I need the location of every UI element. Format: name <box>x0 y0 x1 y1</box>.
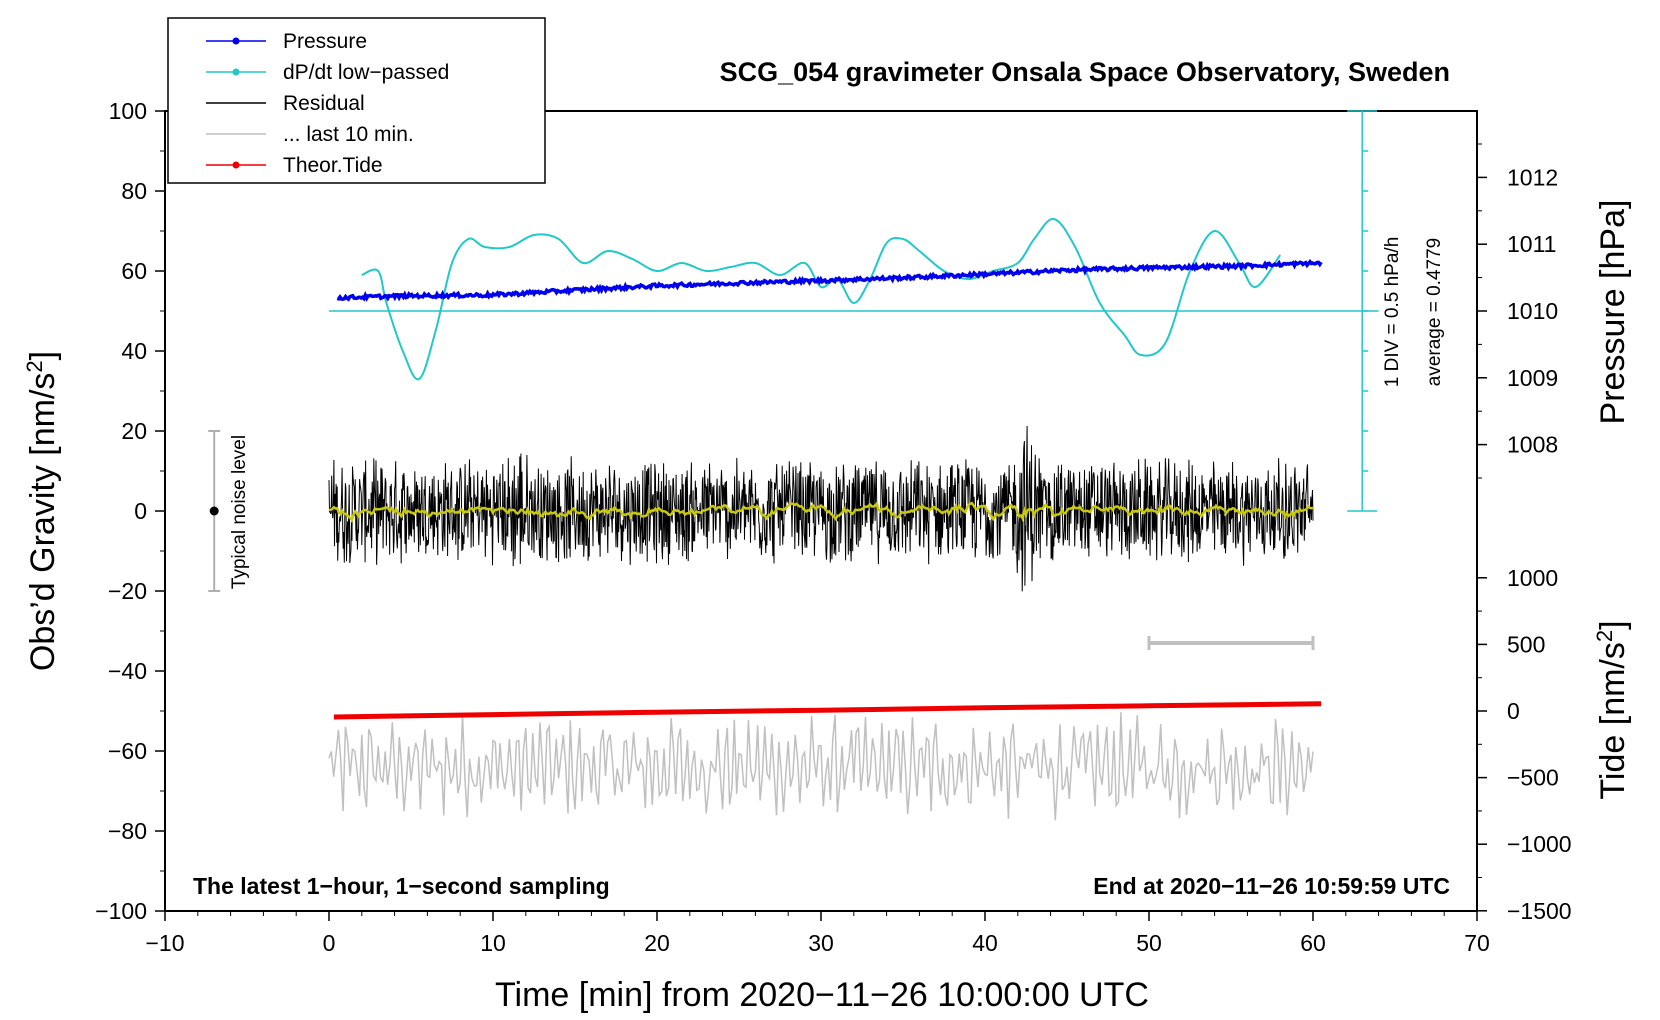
y-tick-label: −80 <box>108 818 147 844</box>
pressure-tick-label: 1011 <box>1507 231 1556 257</box>
y-axis-title-pressure: Pressure [hPa] <box>1594 200 1632 425</box>
y-tick-label: −40 <box>108 658 147 684</box>
legend-marker <box>232 68 240 76</box>
noise-level-label: Typical noise level <box>229 435 250 589</box>
y-axis-title-left-main: Obs’d Gravity [nm/s <box>24 373 62 672</box>
x-tick-label: 50 <box>1136 930 1162 956</box>
residual-smoothed-trace <box>328 501 1314 523</box>
y-tick-label: 100 <box>109 98 147 124</box>
legend-label: dP/dt low−passed <box>283 61 449 84</box>
x-tick-label: 20 <box>644 930 670 956</box>
noise-bar-center-dot <box>209 506 219 516</box>
y-tick-label: −100 <box>95 898 147 924</box>
x-axis-ticks: −10 0 10 20 30 40 50 60 70 <box>145 911 1490 956</box>
x-tick-label: 70 <box>1464 930 1490 956</box>
legend-label: Pressure <box>283 30 367 53</box>
x-tick-label: 30 <box>808 930 834 956</box>
legend-marker <box>232 161 240 169</box>
x-axis-title: Time [min] from 2020−11−26 10:00:00 UTC <box>495 976 1149 1014</box>
legend-label: Residual <box>283 92 365 115</box>
tide-tick-label: 500 <box>1507 631 1545 657</box>
x-tick-label: 60 <box>1300 930 1326 956</box>
tide-tick-label: −500 <box>1507 765 1559 791</box>
y-axis-title-left-end: ] <box>24 351 62 360</box>
pressure-tick-label: 1008 <box>1507 432 1558 458</box>
legend-label: Theor.Tide <box>283 154 383 177</box>
y-tick-label: 0 <box>134 498 147 524</box>
dpdt-trace <box>361 217 1282 381</box>
legend-box <box>167 17 546 184</box>
residual-trace <box>328 425 1314 592</box>
y-tick-label: 60 <box>121 258 147 284</box>
theoretical-tide-trace <box>333 701 1322 720</box>
y-tick-label: 80 <box>121 178 147 204</box>
y-axis-title-tide-sup: 2 <box>1592 630 1617 642</box>
legend-label: ... last 10 min. <box>283 123 414 146</box>
legend-marker <box>232 37 240 45</box>
overlay-layer <box>208 110 1378 650</box>
pressure-trace <box>336 259 1323 302</box>
tide-tick-label: 0 <box>1507 698 1520 724</box>
legend: Pressure dP/dt low−passed Residual ... last… <box>167 17 546 184</box>
annotation-end-time: End at 2020−11−26 10:59:59 UTC <box>1093 873 1450 899</box>
tide-tick-label: 1000 <box>1507 565 1558 591</box>
y-axis-title-left: Obs’d Gravity [nm/s2] <box>22 351 63 671</box>
pressure-tick-label: 1012 <box>1507 164 1558 190</box>
y-tick-label: 40 <box>121 338 147 364</box>
series-layer <box>328 217 1379 821</box>
y-axis-ticks: 100 80 60 40 20 0 −20 −40 −60 −80 −100 <box>95 98 165 924</box>
x-tick-label: −10 <box>145 930 184 956</box>
y-tick-label: 20 <box>121 418 147 444</box>
x-tick-label: 10 <box>480 930 506 956</box>
pressure-tick-label: 1010 <box>1507 298 1558 324</box>
y-axis-title-tide-end: ] <box>1594 620 1632 629</box>
tide-tick-label: −1000 <box>1507 831 1572 857</box>
y-axis-title-tide-main: Tide [nm/s <box>1594 642 1632 799</box>
y-tick-label: −60 <box>108 738 147 764</box>
tide-tick-label: −1500 <box>1507 898 1572 924</box>
x-tick-label: 0 <box>323 930 336 956</box>
chart-title: SCG_054 gravimeter Onsala Space Observat… <box>720 57 1450 87</box>
right-axis-ticks: 1012 1011 1010 1009 1008 1000 500 0 −500 −1000 −15… <box>1477 143 1572 924</box>
dpdt-average-label: average = 0.4779 <box>1424 238 1445 386</box>
y-axis-title-tide: Tide [nm/s2] <box>1592 620 1633 799</box>
dpdt-division-label: 1 DIV = 0.5 hPa/h <box>1382 237 1403 388</box>
y-tick-label: −20 <box>108 578 147 604</box>
annotation-sampling: The latest 1−hour, 1−second sampling <box>193 873 610 899</box>
x-tick-label: 40 <box>972 930 998 956</box>
last-10-min-trace <box>328 712 1314 821</box>
pressure-tick-label: 1009 <box>1507 365 1558 391</box>
y-axis-title-left-sup: 2 <box>22 360 47 372</box>
